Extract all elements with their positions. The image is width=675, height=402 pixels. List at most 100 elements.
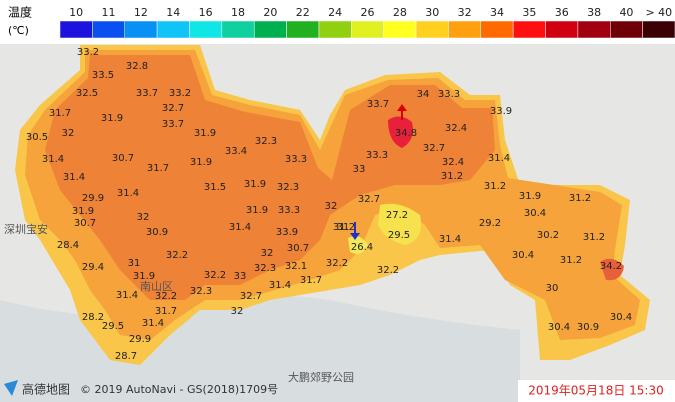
legend-swatch <box>124 20 158 39</box>
temperature-label: 31.9 <box>101 113 123 124</box>
legend: 10 11 12 14 16 18 20 22 24 26 28 30 32 34 35 36 38 40 > 40 <box>59 6 675 39</box>
temperature-label: 31.2 <box>569 193 591 204</box>
temperature-label: 28.2 <box>82 312 104 323</box>
temperature-label: 31.9 <box>190 157 212 168</box>
temperature-label: 31.7 <box>147 163 169 174</box>
temperature-label: 31 <box>128 258 141 269</box>
legend-title: 温度 <box>8 5 32 20</box>
legend-swatch <box>642 20 675 39</box>
temperature-label: 33.3 <box>438 89 460 100</box>
legend-label: 26 <box>361 6 375 19</box>
legend-label: > 40 <box>645 6 672 19</box>
temperature-label: 32.8 <box>126 61 148 72</box>
temperature-label: 32.2 <box>326 258 348 269</box>
legend-swatch <box>286 20 320 39</box>
temperature-label: 30.7 <box>287 243 309 254</box>
temperature-label: 32.3 <box>255 136 277 147</box>
temperature-label: 32.5 <box>76 88 98 99</box>
timestamp-box <box>518 380 675 402</box>
temperature-label: 29.4 <box>82 262 104 273</box>
temperature-label: 31.9 <box>246 205 268 216</box>
heat-zone-26 <box>348 236 368 254</box>
temperature-label: 30.4 <box>548 322 570 333</box>
temperature-label: 33.3 <box>278 205 300 216</box>
legend-label: 28 <box>393 6 407 19</box>
place-label: 南山区 <box>140 280 173 293</box>
legend-label: 18 <box>231 6 245 19</box>
temperature-label: 31.4 <box>229 222 251 233</box>
legend-swatch <box>415 20 449 39</box>
temperature-label: 32.4 <box>445 123 467 134</box>
legend-swatch <box>221 20 255 39</box>
temperature-label: 32.1 <box>285 261 307 272</box>
legend-swatch <box>92 20 125 39</box>
temperature-label: 32 <box>231 306 244 317</box>
temperature-label: 34.2 <box>600 261 622 272</box>
temperature-label: 32.2 <box>155 291 177 302</box>
temperature-label: 29.9 <box>82 193 104 204</box>
place-label: 深圳宝安 <box>4 222 48 236</box>
temperature-label: 31.7 <box>155 306 177 317</box>
temperature-label: 30.9 <box>146 227 168 238</box>
legend-swatch <box>189 20 223 39</box>
temperature-labels: 33.2 32.8 33.5 33.7 33.2 32.5 32.7 33.7 31.9 31.7… <box>26 47 632 362</box>
temperature-label: 30.4 <box>512 250 534 261</box>
temperature-label: 33.7 <box>367 99 389 110</box>
legend-label: 22 <box>296 6 310 19</box>
legend-swatch <box>383 20 417 39</box>
temperature-label: 31.9 <box>519 191 541 202</box>
legend-label: 40 <box>619 6 633 19</box>
temperature-label: 31.2 <box>333 222 355 233</box>
legend-label: 11 <box>102 6 116 19</box>
legend-swatch <box>512 20 546 39</box>
legend-swatch <box>448 20 482 39</box>
temperature-label: 34 <box>417 89 430 100</box>
copyright: © 2019 AutoNavi - GS(2018)1709号 <box>80 383 278 396</box>
temperature-label: 32 <box>325 201 338 212</box>
temperature-label: 31.7 <box>300 275 322 286</box>
legend-label: 10 <box>69 6 83 19</box>
legend-label: 35 <box>522 6 536 19</box>
temperature-label: 33.3 <box>285 154 307 165</box>
heat-zone-32 <box>45 55 495 300</box>
logo-icon <box>4 380 18 396</box>
place-label: 大鹏郊野公园 <box>288 370 354 384</box>
temperature-label: 29.2 <box>479 218 501 229</box>
temperature-label: 32.7 <box>423 143 445 154</box>
temperature-label: 33.9 <box>490 106 512 117</box>
temperature-label: 31.4 <box>117 188 139 199</box>
temperature-label: 31.5 <box>204 182 226 193</box>
temperature-label: 32.7 <box>162 103 184 114</box>
heat-zone-35 <box>388 116 413 148</box>
temperature-label: 32 <box>62 128 75 139</box>
temperature-label: 31.9 <box>194 128 216 139</box>
temperature-label: 28.7 <box>115 351 137 362</box>
logo-text: 高德地图 <box>22 382 70 397</box>
temperature-label: 29.5 <box>388 230 410 241</box>
legend-label: 20 <box>263 6 277 19</box>
arrow-up-head <box>397 104 407 111</box>
legend-swatch <box>253 20 287 39</box>
temperature-label: 33 <box>353 164 366 175</box>
temperature-label: 31.4 <box>269 280 291 291</box>
legend-label: 32 <box>458 6 472 19</box>
temperature-label: 33.3 <box>366 150 388 161</box>
temperature-label: 32.2 <box>166 250 188 261</box>
legend-swatch <box>610 20 643 39</box>
temperature-label: 33.5 <box>92 70 114 81</box>
legend-swatch <box>545 20 579 39</box>
timestamp: 2019年05月18日 15:30 <box>528 384 663 398</box>
temperature-label: 31.4 <box>42 154 64 165</box>
temperature-label: 31.2 <box>560 255 582 266</box>
temperature-label: 33.4 <box>225 146 247 157</box>
temperature-label: 31.7 <box>49 108 71 119</box>
temperature-label: 33.7 <box>162 119 184 130</box>
temperature-label: 32.7 <box>240 291 262 302</box>
temperature-label: 32 <box>137 212 150 223</box>
temperature-label: 30.4 <box>524 208 546 219</box>
legend-label: 34 <box>490 6 504 19</box>
temperature-label: 33.7 <box>136 88 158 99</box>
temperature-label: 30 <box>546 283 559 294</box>
legend-unit: (℃) <box>8 24 29 37</box>
